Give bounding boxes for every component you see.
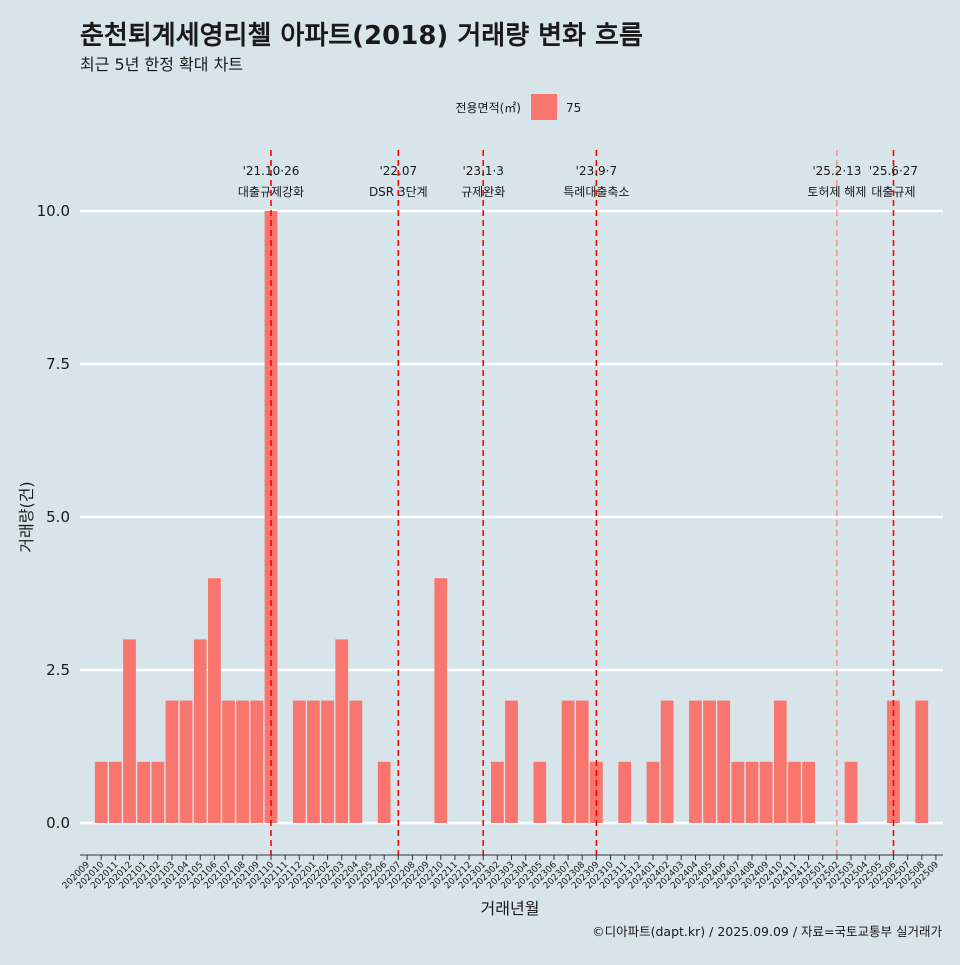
legend-title: 전용면적(㎡) bbox=[455, 101, 521, 115]
bar-202206 bbox=[377, 761, 391, 823]
bar-202108 bbox=[236, 700, 250, 823]
x-axis-label: 거래년월 bbox=[481, 899, 540, 918]
bar-202011 bbox=[109, 761, 122, 823]
bar-202405 bbox=[703, 700, 716, 823]
annotation-label: 토허제 해제 bbox=[807, 185, 866, 199]
bar-202010 bbox=[94, 761, 108, 823]
bar-202412 bbox=[802, 761, 815, 823]
bar-202303 bbox=[505, 700, 518, 823]
chart-title: 춘천퇴계세영리첼 아파트(2018) 거래량 변화 흐름 bbox=[80, 21, 643, 51]
bar-202104 bbox=[179, 700, 193, 823]
bar-202203 bbox=[335, 639, 349, 823]
annotations: '21.10·26 대출규제강화 '22.07 DSR 3단계 '23.1·3 규제완화 '… bbox=[238, 150, 918, 855]
bar-202201 bbox=[307, 700, 320, 823]
annotation-date: '21.10·26 bbox=[243, 164, 300, 178]
caption: ©디아파트(dapt.kr) / 2025.09.09 / 자료=국토교통부 실… bbox=[592, 924, 942, 939]
bar-202302 bbox=[490, 761, 504, 823]
bar-202012 bbox=[123, 639, 136, 823]
legend: 전용면적(㎡) 75 bbox=[455, 94, 581, 120]
annotation-label: 규제완화 bbox=[461, 185, 505, 199]
legend-swatch bbox=[531, 94, 557, 120]
annotation-date: '23.9·7 bbox=[576, 164, 617, 178]
bars bbox=[94, 211, 929, 823]
chart-subtitle: 최근 5년 한정 확대 차트 bbox=[80, 55, 243, 74]
bar-202109 bbox=[250, 700, 264, 823]
bar-202106 bbox=[208, 578, 221, 823]
bar-202508 bbox=[915, 700, 929, 823]
bar-202305 bbox=[533, 761, 547, 823]
bar-202204 bbox=[349, 700, 363, 823]
annotation-date: '25.6·27 bbox=[869, 164, 918, 178]
bar-202411 bbox=[788, 761, 801, 823]
annotation-date: '25.2·13 bbox=[812, 164, 861, 178]
annotation-date: '22.07 bbox=[379, 164, 417, 178]
y-tick-label: 5.0 bbox=[46, 508, 70, 526]
annotation-label: DSR 3단계 bbox=[369, 185, 428, 199]
bar-202503 bbox=[844, 761, 858, 823]
bar-202308 bbox=[575, 700, 589, 823]
bar-202402 bbox=[660, 700, 674, 823]
annotation-date: '23.1·3 bbox=[462, 164, 503, 178]
bar-202409 bbox=[759, 761, 773, 823]
bar-202408 bbox=[745, 761, 759, 823]
legend-entry: 75 bbox=[566, 101, 581, 115]
bar-202110 bbox=[264, 211, 278, 823]
y-tick-label: 10.0 bbox=[37, 202, 70, 220]
bar-202311 bbox=[618, 761, 632, 823]
y-tick-label: 7.5 bbox=[46, 355, 70, 373]
bar-202105 bbox=[193, 639, 207, 823]
y-axis-ticks: 0.0 2.5 5.0 7.5 10.0 bbox=[37, 202, 70, 832]
bar-202401 bbox=[646, 761, 660, 823]
bar-202307 bbox=[561, 700, 575, 823]
bar-202103 bbox=[165, 700, 179, 823]
bar-202101 bbox=[137, 761, 151, 823]
y-tick-label: 0.0 bbox=[46, 814, 70, 832]
bar-202202 bbox=[321, 700, 334, 823]
bar-202407 bbox=[731, 761, 745, 823]
bar-202406 bbox=[717, 700, 731, 823]
y-tick-label: 2.5 bbox=[46, 661, 70, 679]
bar-202210 bbox=[434, 578, 448, 823]
bar-202107 bbox=[222, 700, 235, 823]
annotation-label: 특례대출축소 bbox=[563, 185, 629, 199]
annotation-label: 대출규제 bbox=[871, 185, 915, 199]
bar-202410 bbox=[773, 700, 787, 823]
bar-202112 bbox=[292, 700, 306, 823]
bar-202404 bbox=[689, 700, 702, 823]
bar-202102 bbox=[151, 761, 165, 823]
x-axis: 2020092020102020112020122021012021022021… bbox=[61, 854, 943, 891]
annotation-label: 대출규제강화 bbox=[238, 185, 304, 199]
y-axis-label: 거래량(건) bbox=[17, 481, 36, 552]
